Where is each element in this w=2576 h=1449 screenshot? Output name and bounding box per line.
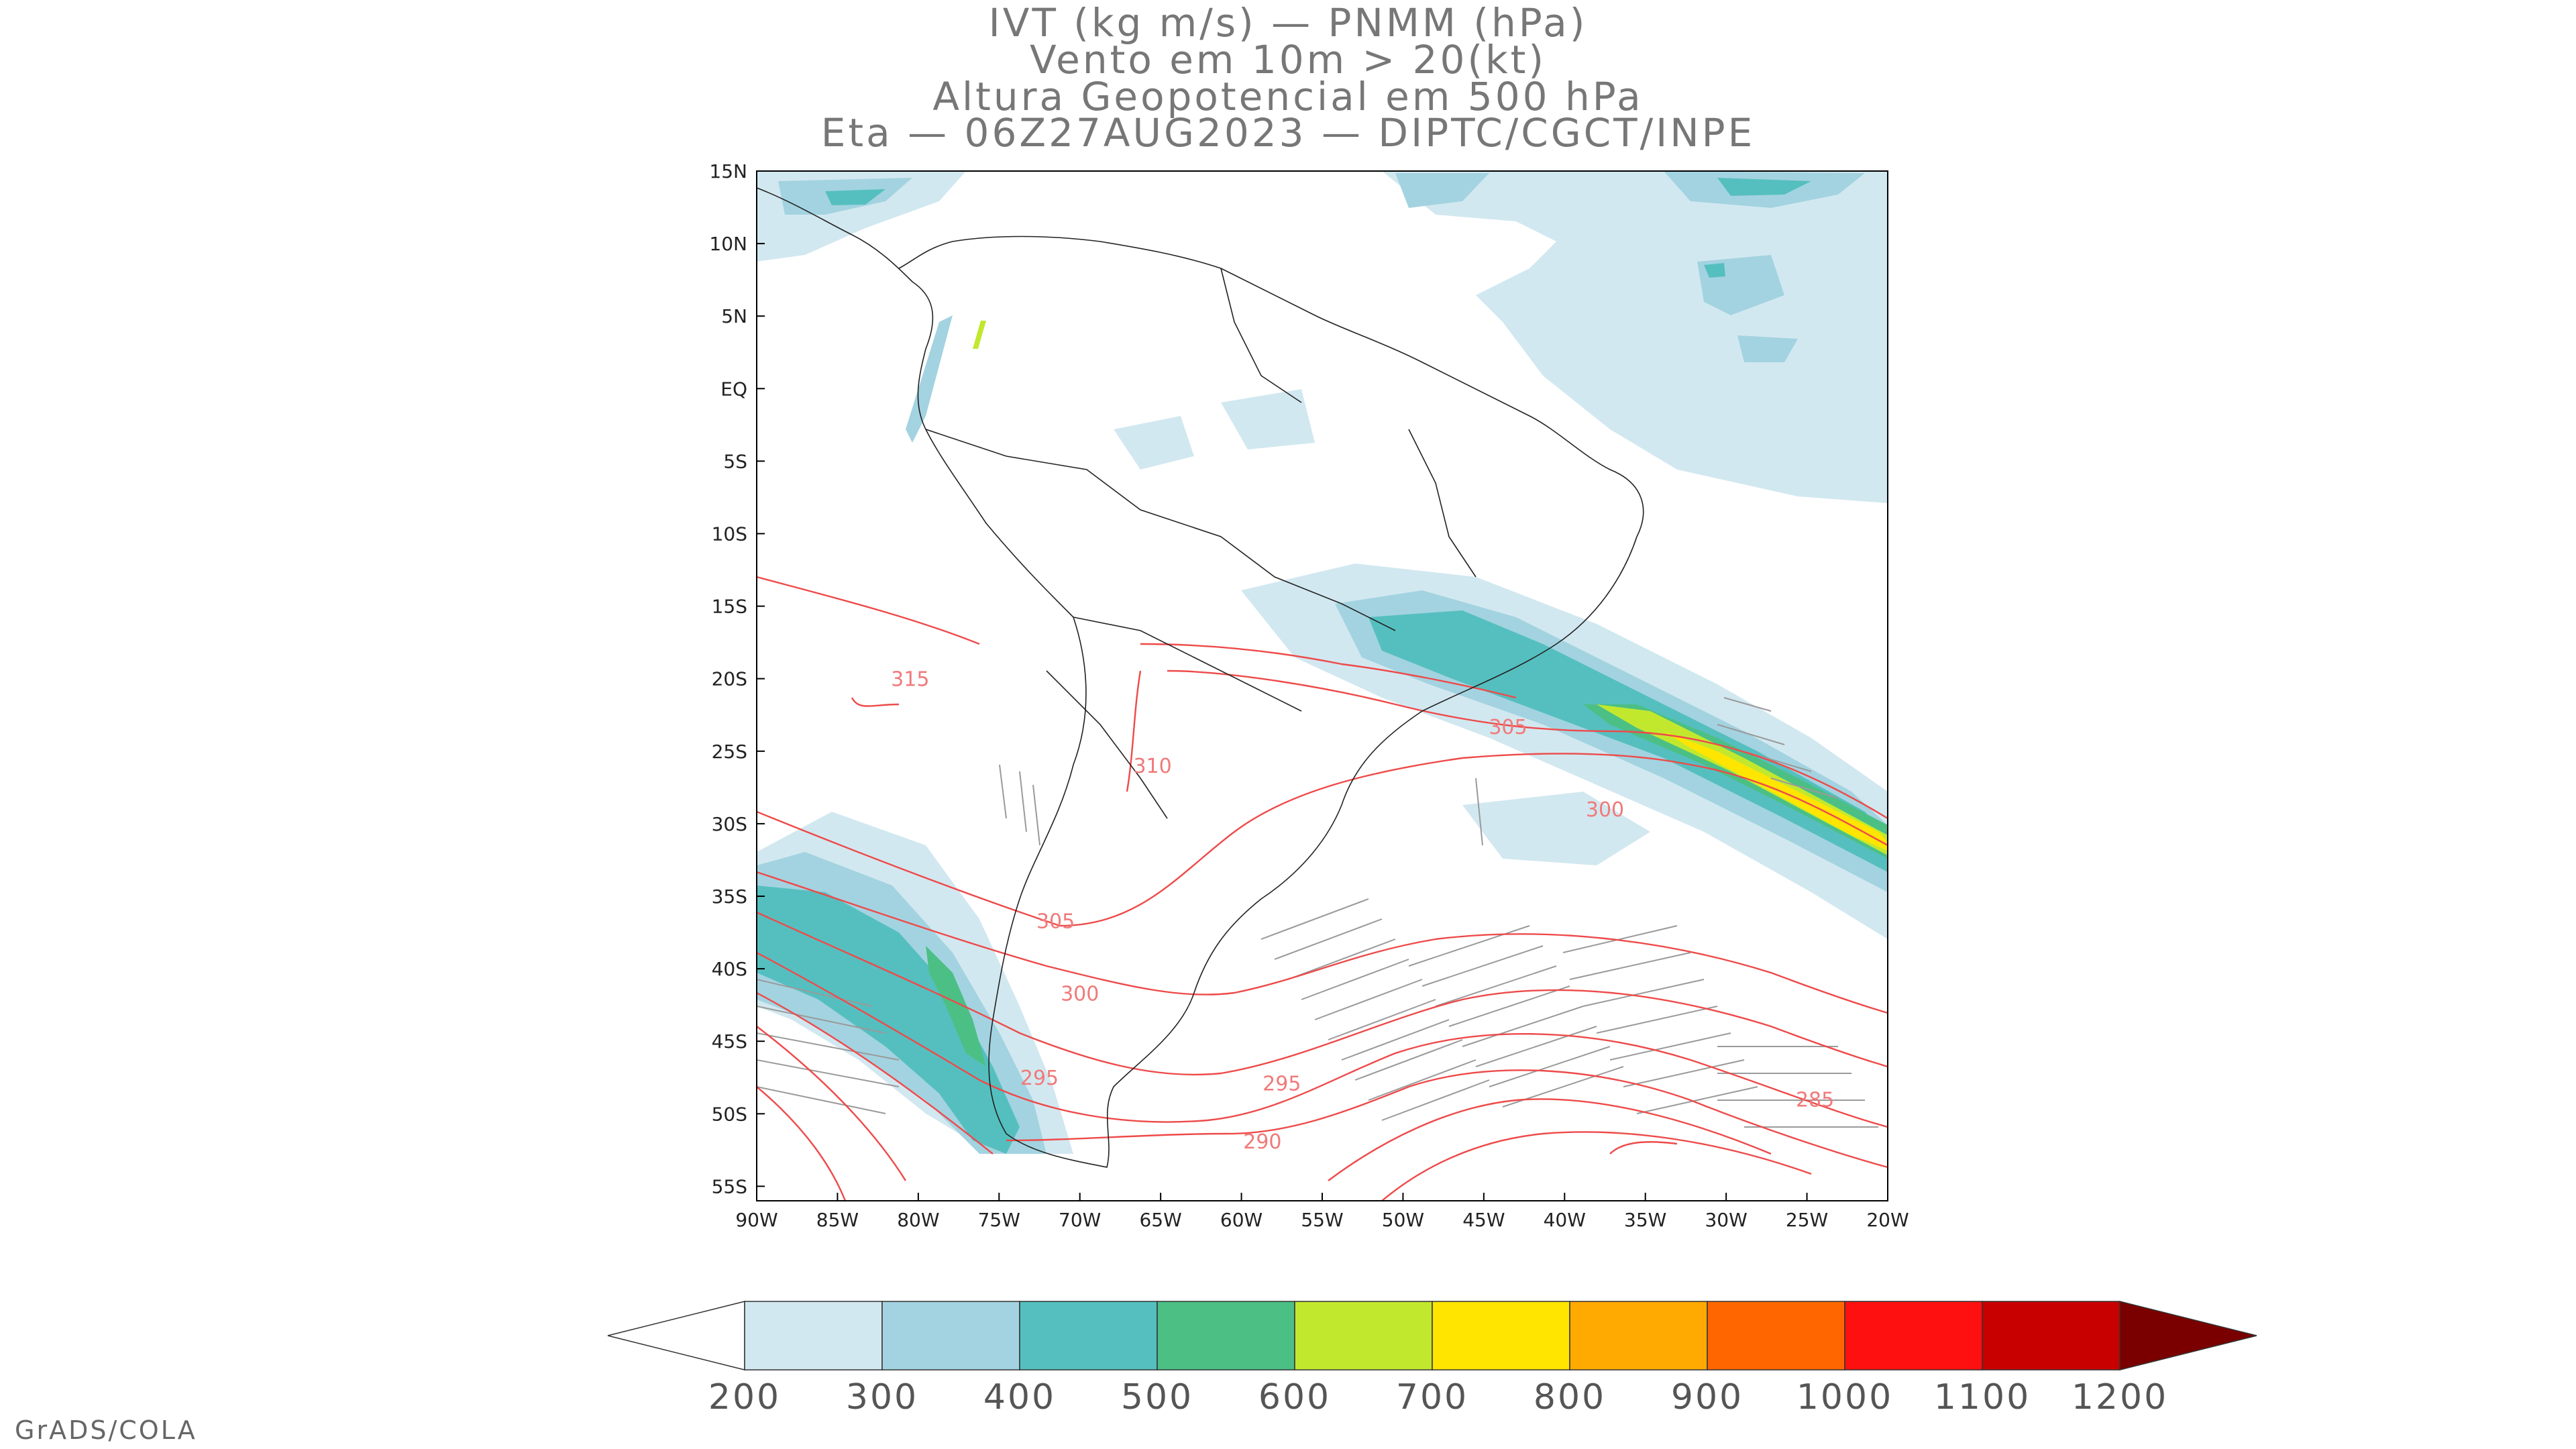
colorbar-label: 800 xyxy=(1534,1377,1606,1417)
contour-label: 300 xyxy=(1586,798,1624,822)
lon-tick-label: 70W xyxy=(1059,1209,1101,1231)
colorbar-label: 700 xyxy=(1396,1377,1468,1417)
colorbar-label: 400 xyxy=(983,1377,1056,1417)
lon-tick-label: 45W xyxy=(1462,1209,1505,1231)
lat-tick-label: 5N xyxy=(721,305,747,327)
contour-label: 295 xyxy=(1263,1073,1301,1096)
colorbar-segment xyxy=(1982,1301,2121,1371)
lon-tick-label: 25W xyxy=(1786,1209,1828,1231)
contour-label: 300 xyxy=(1061,983,1099,1006)
colorbar-label: 600 xyxy=(1258,1377,1331,1417)
title-line-4: Eta — 06Z27AUG2023 — DIPTC/CGCT/INPE xyxy=(820,110,1756,156)
lon-tick-label: 30W xyxy=(1705,1209,1747,1231)
grads-footer: GrADS/COLA xyxy=(15,1415,197,1445)
colorbar-segment xyxy=(1294,1301,1433,1371)
lon-tick-label: 85W xyxy=(816,1209,859,1231)
title-line-2: Vento em 10m > 20(kt) xyxy=(1029,37,1547,83)
colorbar-label: 300 xyxy=(846,1377,918,1417)
title-line-3: Altura Geopotencial em 500 hPa xyxy=(932,74,1644,119)
contour-label: 290 xyxy=(1243,1130,1281,1154)
colorbar-label: 1200 xyxy=(2072,1377,2168,1417)
lon-tick-label: 80W xyxy=(897,1209,939,1231)
colorbar-label: 1100 xyxy=(1934,1377,2031,1417)
colorbar-segment xyxy=(1019,1301,1158,1371)
lon-tick-label: 35W xyxy=(1624,1209,1666,1231)
colorbar-high-arrow xyxy=(2119,1301,2257,1371)
colorbar-segment xyxy=(1569,1301,1708,1371)
lat-tick-label: EQ xyxy=(720,378,747,400)
lat-tick-label: 10S xyxy=(712,523,747,545)
lon-tick-label: 40W xyxy=(1544,1209,1586,1231)
lon-tick-label: 55W xyxy=(1301,1209,1343,1231)
latitude-axis: 15N 10N 5N EQ 5S 10S 15S 20S 25S 30S 35S 40S 45S 50S 5… xyxy=(709,160,765,1197)
lat-tick-label: 25S xyxy=(712,741,747,763)
lat-tick-label: 15N xyxy=(709,160,747,182)
colorbar-segment xyxy=(1844,1301,1983,1371)
colorbar-segment xyxy=(881,1301,1020,1371)
colorbar-label: 200 xyxy=(708,1377,781,1417)
lon-tick-label: 75W xyxy=(978,1209,1020,1231)
lat-tick-label: 35S xyxy=(712,885,747,908)
lon-tick-label: 20W xyxy=(1866,1209,1909,1231)
lon-tick-label: 65W xyxy=(1139,1209,1181,1231)
lat-tick-label: 55S xyxy=(712,1175,747,1197)
contour-label: 305 xyxy=(1489,716,1527,739)
lat-tick-label: 20S xyxy=(712,668,747,690)
lat-tick-label: 50S xyxy=(712,1103,747,1125)
lat-tick-label: 10N xyxy=(709,233,747,255)
wind-barbs xyxy=(757,697,1878,1128)
lat-tick-label: 5S xyxy=(723,450,747,472)
ivt-colorbar: 200 300 400 500 600 700 800 900 1000 1100 1200 xyxy=(607,1301,2257,1417)
contour-label: 315 xyxy=(891,668,929,692)
lon-tick-label: 50W xyxy=(1382,1209,1424,1231)
lat-tick-label: 45S xyxy=(712,1030,747,1053)
coastlines xyxy=(757,187,1644,1168)
geopotential-contours xyxy=(757,576,1888,1201)
lon-tick-label: 60W xyxy=(1220,1209,1263,1231)
contour-label: 295 xyxy=(1020,1067,1059,1090)
title-line-1: IVT (kg m/s) — PNMM (hPa) xyxy=(988,0,1588,46)
contour-label: 305 xyxy=(1036,910,1075,934)
contour-labels: 315 310 305 300 305 300 295 295 290 285 xyxy=(891,668,1834,1155)
contour-label: 310 xyxy=(1133,755,1171,778)
longitude-axis: 90W 85W 80W 75W 70W 65W 60W 55W 50W 45W 40W 35W 30W 2… xyxy=(735,1193,1909,1231)
colorbar-segment xyxy=(1432,1301,1570,1371)
colorbar-segment xyxy=(1157,1301,1295,1371)
colorbar-label: 1000 xyxy=(1796,1377,1893,1417)
colorbar-label: 500 xyxy=(1121,1377,1193,1417)
colorbar-segment xyxy=(744,1301,883,1371)
lat-tick-label: 15S xyxy=(712,596,747,618)
colorbar-segment xyxy=(1707,1301,1845,1371)
colorbar-label: 900 xyxy=(1671,1377,1743,1417)
lon-tick-label: 90W xyxy=(735,1209,777,1231)
lat-tick-label: 30S xyxy=(712,813,747,835)
lat-tick-label: 40S xyxy=(712,958,747,980)
contour-label: 285 xyxy=(1796,1088,1834,1112)
colorbar-low-arrow xyxy=(607,1301,745,1371)
